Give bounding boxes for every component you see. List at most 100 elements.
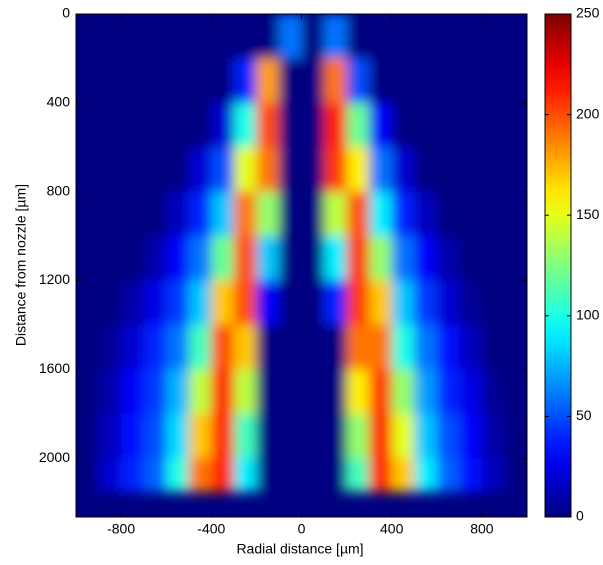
heatmap-cell (98, 324, 122, 370)
heatmap-cell (211, 458, 235, 492)
heatmap-cell (121, 191, 145, 237)
heatmap-cell (459, 147, 483, 193)
heatmap-cell (369, 14, 393, 59)
heatmap-cell (211, 324, 235, 370)
heatmap-cell (143, 14, 167, 59)
y-tick-label: 1200 (39, 271, 70, 287)
heatmap-cell (76, 324, 100, 370)
heatmap-cell (301, 58, 325, 104)
heatmap-cell (436, 58, 460, 104)
heatmap (76, 14, 527, 492)
heatmap-cell (436, 369, 460, 415)
heatmap-cell (233, 280, 257, 326)
heatmap-cell (436, 413, 460, 459)
heatmap-cell (211, 14, 235, 59)
heatmap-cell (436, 102, 460, 148)
heatmap-cell (481, 458, 505, 492)
heatmap-cell (391, 14, 415, 59)
heatmap-cell (391, 191, 415, 237)
heatmap-cell (391, 369, 415, 415)
heatmap-cell (256, 191, 280, 237)
heatmap-cell (459, 14, 483, 59)
heatmap-cell (121, 236, 145, 281)
colorbar-tick-label: 100 (576, 307, 600, 323)
heatmap-cell (143, 458, 167, 492)
heatmap-cell (188, 458, 212, 492)
heatmap-cell (459, 191, 483, 237)
heatmap-cell (324, 191, 348, 237)
heatmap-cell (369, 280, 393, 326)
heatmap-cell (459, 369, 483, 415)
heatmap-cell (414, 147, 438, 193)
heatmap-cell (436, 458, 460, 492)
heatmap-cell (436, 280, 460, 326)
heatmap-cell (414, 280, 438, 326)
heatmap-cell (324, 324, 348, 370)
heatmap-cell (324, 236, 348, 281)
heatmap-cell (414, 58, 438, 104)
heatmap-cell (346, 191, 370, 237)
heatmap-cell (346, 14, 370, 59)
heatmap-cell (98, 102, 122, 148)
heatmap-cell (211, 191, 235, 237)
heatmap-cell (481, 280, 505, 326)
heatmap-cell (301, 102, 325, 148)
heatmap-cell (98, 413, 122, 459)
heatmap-cell (256, 324, 280, 370)
heatmap-cell (391, 58, 415, 104)
heatmap-cell (369, 458, 393, 492)
heatmap-cell (188, 413, 212, 459)
heatmap-cell (391, 458, 415, 492)
heatmap-cell (369, 58, 393, 104)
x-tick-label: 400 (380, 521, 404, 537)
heatmap-cell (504, 280, 527, 326)
heatmap-cell (256, 413, 280, 459)
heatmap-cell (76, 236, 100, 281)
heatmap-cell (278, 147, 302, 193)
heatmap-cell (256, 458, 280, 492)
heatmap-cell (278, 191, 302, 237)
heatmap-cell (256, 14, 280, 59)
heatmap-cell (504, 413, 527, 459)
heatmap-cell (481, 324, 505, 370)
heatmap-cell (211, 147, 235, 193)
heatmap-cell (414, 14, 438, 59)
heatmap-cell (121, 147, 145, 193)
heatmap-cell (143, 191, 167, 237)
heatmap-cell (301, 280, 325, 326)
heatmap-cell (98, 191, 122, 237)
heatmap-cell (188, 102, 212, 148)
heatmap-cell (369, 102, 393, 148)
heatmap-cell (166, 280, 190, 326)
x-tick-label: 800 (470, 521, 494, 537)
y-tick-label: 0 (62, 5, 70, 21)
heatmap-cell (278, 58, 302, 104)
heatmap-cell (504, 458, 527, 492)
heatmap-cell (301, 191, 325, 237)
heatmap-cell (76, 191, 100, 237)
heatmap-cell (76, 58, 100, 104)
heatmap-cell (278, 324, 302, 370)
heatmap-cell (324, 14, 348, 59)
heatmap-cell (121, 324, 145, 370)
y-tick-label: 1600 (39, 360, 70, 376)
heatmap-cell (121, 58, 145, 104)
heatmap-cell (324, 147, 348, 193)
heatmap-cell (143, 58, 167, 104)
heatmap-cell (166, 236, 190, 281)
heatmap-cell (414, 369, 438, 415)
heatmap-cell (414, 102, 438, 148)
heatmap-cell (391, 280, 415, 326)
heatmap-cell (391, 324, 415, 370)
heatmap-cell (504, 236, 527, 281)
heatmap-cell (166, 14, 190, 59)
heatmap-cell (436, 147, 460, 193)
heatmap-cell (76, 14, 100, 59)
heatmap-cell (414, 324, 438, 370)
heatmap-cell (459, 280, 483, 326)
heatmap-cell (504, 369, 527, 415)
heatmap-cell (504, 102, 527, 148)
heatmap-cell (188, 236, 212, 281)
heatmap-cell (346, 458, 370, 492)
